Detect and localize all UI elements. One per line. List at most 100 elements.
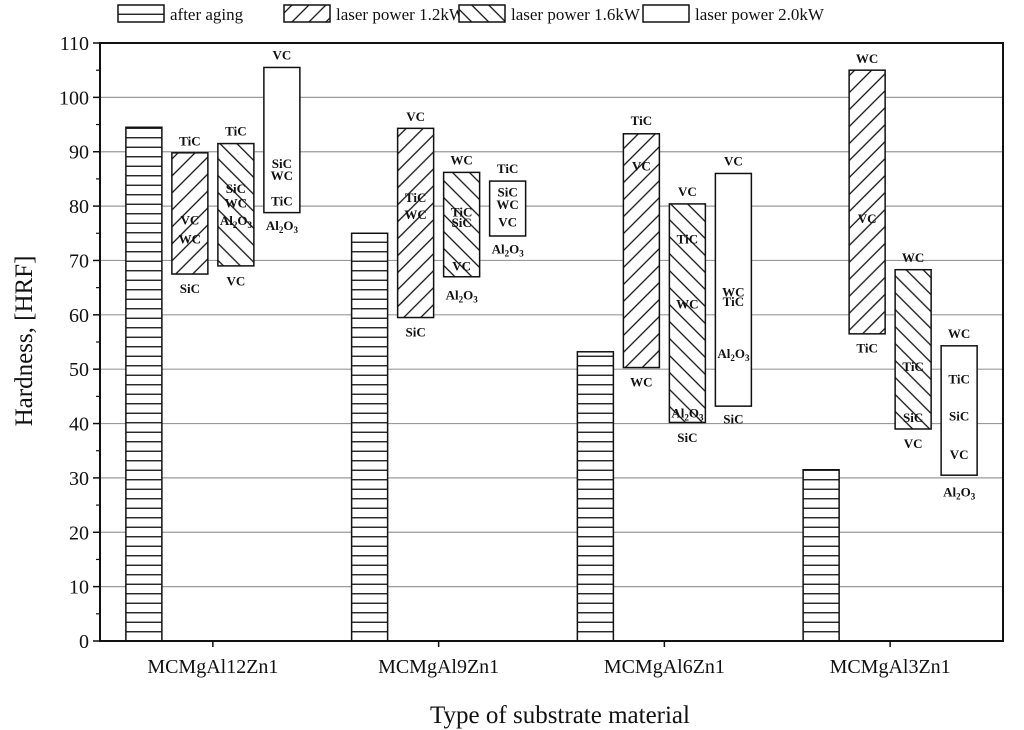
bar <box>171 152 209 275</box>
compound-label: SiC <box>949 408 969 423</box>
bar <box>622 133 661 369</box>
y-tick-label: 80 <box>69 196 89 218</box>
compound-label: WC <box>630 375 652 390</box>
bar <box>125 126 163 642</box>
bar <box>263 66 301 214</box>
compound-label: WC <box>496 197 518 212</box>
compound-label: TiC <box>677 232 698 247</box>
y-tick-label: 90 <box>69 142 89 164</box>
compound-label: WC <box>948 326 970 341</box>
compound-label: VC <box>180 213 199 228</box>
compound-label: SiC <box>903 410 923 425</box>
y-tick-label: 40 <box>69 414 89 436</box>
bar <box>217 142 255 267</box>
legend-label: laser power 1.6kW <box>511 5 641 24</box>
compound-annotations: TiCVCWCSiCVCTiCWCSiCTiCVCWCWCVCTiCTiCSiC… <box>179 47 976 501</box>
bar <box>802 469 840 642</box>
compound-label: TiC <box>902 359 923 374</box>
bars <box>125 66 978 642</box>
y-tick-label: 0 <box>79 631 89 653</box>
y-axis-title: Hardness, [HRF] <box>11 256 38 427</box>
compound-label: VC <box>904 436 923 451</box>
x-axis: MCMgAl12Zn1 MCMgAl9Zn1 MCMgAl6Zn1 MCMgAl3Zn… <box>147 641 951 678</box>
compound-label: WC <box>722 284 744 299</box>
compound-label: SiC <box>723 412 743 427</box>
compound-label: WC <box>404 207 426 222</box>
compound-label: WC <box>271 168 293 183</box>
compound-label: SiC <box>180 281 200 296</box>
x-tick-label: MCMgAl9Zn1 <box>378 656 499 678</box>
compound-label: Al2O3 <box>266 218 299 235</box>
y-axis: 0 10 20 30 40 50 60 70 80 90 100 110 <box>59 33 100 653</box>
compound-label: TiC <box>225 124 246 139</box>
compound-label: Al2O3 <box>492 241 525 258</box>
y-tick-label: 50 <box>69 359 89 381</box>
compound-label: TiC <box>451 205 472 220</box>
bar <box>848 69 886 335</box>
legend-swatch <box>642 4 690 23</box>
bar <box>350 232 389 642</box>
x-tick-label: MCMgAl3Zn1 <box>830 656 951 678</box>
bar <box>442 171 481 278</box>
bar <box>668 203 707 424</box>
compound-label: VC <box>950 447 969 462</box>
compound-label: VC <box>226 274 245 289</box>
bar <box>396 127 435 319</box>
compound-label: VC <box>452 258 471 273</box>
compound-label: Al2O3 <box>717 346 750 363</box>
x-tick-label: MCMgAl12Zn1 <box>147 656 278 678</box>
compound-label: SiC <box>406 325 426 340</box>
y-tick-label: 70 <box>69 250 89 272</box>
y-tick-label: 30 <box>69 468 89 490</box>
compound-label: VC <box>632 158 651 173</box>
legend-swatch <box>283 4 331 23</box>
compound-label: TiC <box>856 340 877 355</box>
legend-swatch <box>117 4 165 23</box>
legend-label: laser power 2.0kW <box>695 5 825 24</box>
compound-label: VC <box>678 184 697 199</box>
y-tick-label: 100 <box>59 87 89 109</box>
bar <box>940 345 978 476</box>
compound-label: TiC <box>405 190 426 205</box>
y-tick-label: 10 <box>69 577 89 599</box>
compound-label: VC <box>272 47 291 62</box>
compound-label: TiC <box>497 161 518 176</box>
x-tick-label: MCMgAl6Zn1 <box>604 656 725 678</box>
legend-swatch <box>458 4 506 23</box>
legend: after aging laser power 1.2kW laser power … <box>117 4 825 24</box>
compound-label: WC <box>676 296 698 311</box>
compound-label: SiC <box>272 156 292 171</box>
compound-label: VC <box>724 153 743 168</box>
compound-label: SiC <box>498 184 518 199</box>
compound-label: SiC <box>226 181 246 196</box>
compound-label: TiC <box>723 294 744 309</box>
bar <box>576 351 615 642</box>
y-tick-label: 110 <box>60 33 89 55</box>
compound-label: WC <box>179 232 201 247</box>
legend-label: laser power 1.2kW <box>336 5 466 24</box>
y-tick-label: 60 <box>69 305 89 327</box>
compound-label: TiC <box>179 133 200 148</box>
compound-label: VC <box>498 214 517 229</box>
compound-label: SiC <box>452 215 472 230</box>
y-tick-label: 20 <box>69 522 89 544</box>
compound-label: TiC <box>948 371 969 386</box>
bar <box>714 172 753 407</box>
compound-label: SiC <box>677 430 697 445</box>
x-axis-title: Type of substrate material <box>430 702 690 729</box>
compound-label: VC <box>858 211 877 226</box>
compound-label: WC <box>902 250 924 265</box>
compound-label: WC <box>225 195 247 210</box>
bar <box>488 180 527 237</box>
compound-label: TiC <box>271 194 292 209</box>
compound-label: Al2O3 <box>671 406 704 423</box>
compound-label: TiC <box>631 113 652 128</box>
compound-label: WC <box>856 51 878 66</box>
legend-label: after aging <box>170 5 244 24</box>
bar <box>894 268 932 430</box>
compound-label: Al2O3 <box>943 485 976 502</box>
compound-label: Al2O3 <box>220 213 253 230</box>
compound-label: Al2O3 <box>446 288 479 305</box>
compound-label: VC <box>406 109 425 124</box>
